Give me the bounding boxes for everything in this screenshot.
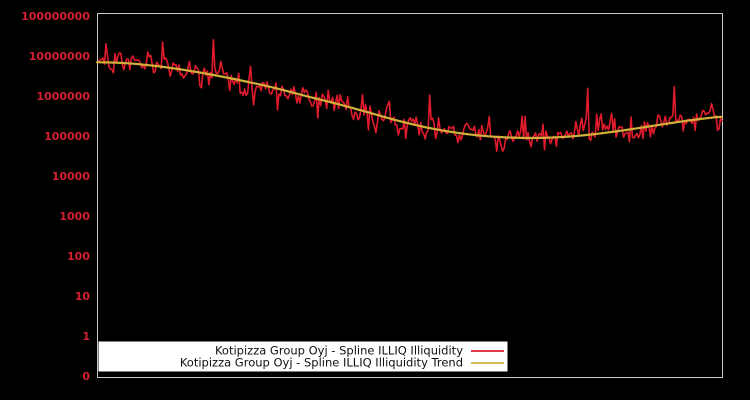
legend-background xyxy=(98,341,508,372)
legend-label-illiquidity-trend: Kotipizza Group Oyj - Spline ILLIQ Illiq… xyxy=(180,356,463,370)
y-axis-tick-label: 10000000 xyxy=(29,50,91,63)
y-axis-tick-label: 10000 xyxy=(52,170,91,183)
y-axis-tick-label: 100000 xyxy=(44,130,90,143)
plot-area-frame xyxy=(97,13,723,378)
y-axis-tick-label: 100 xyxy=(67,250,90,263)
y-axis-tick-label: 1000 xyxy=(59,210,90,223)
chart-legend[interactable]: Kotipizza Group Oyj - Spline ILLIQ Illiq… xyxy=(98,341,508,372)
y-axis-tick-label: 1000000 xyxy=(36,90,90,103)
data-series-group xyxy=(95,38,724,153)
y-axis-tick-label: 100000000 xyxy=(21,10,90,23)
y-axis-tick-label: 1 xyxy=(82,330,90,343)
y-axis-tick-label: 10 xyxy=(75,290,91,303)
legend-label-illiquidity: Kotipizza Group Oyj - Spline ILLIQ Illiq… xyxy=(215,344,463,358)
series-line-illiquidity-trend xyxy=(95,61,724,140)
y-axis-tick-label: 0 xyxy=(82,370,90,383)
y-axis-tick-labels: 1000000001000000010000001000001000010001… xyxy=(21,10,90,383)
